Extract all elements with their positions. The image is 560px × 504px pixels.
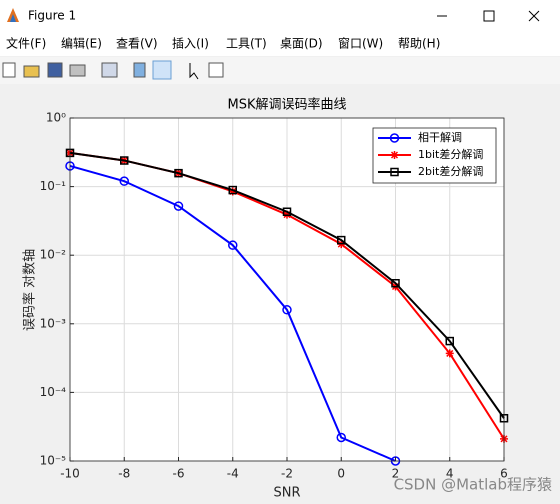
- series-line: [69, 151, 505, 419]
- marker: [390, 167, 399, 177]
- title-bar: [0, 0, 560, 32]
- x-tick-label: 6: [500, 467, 508, 481]
- y-tick-label: 10⁻³: [40, 316, 67, 330]
- y-axis-label: 误码率 对数轴: [22, 249, 38, 331]
- x-tick-label: -4: [227, 467, 239, 481]
- print-icon[interactable]: [69, 64, 86, 77]
- y-tick-label: 10⁻⁵: [40, 454, 67, 468]
- marker: [228, 187, 237, 196]
- toolbar-icons: [2, 60, 224, 80]
- marker: [389, 133, 400, 143]
- x-tick-label: -10: [60, 467, 80, 481]
- watermark: CSDN @Matlab程序猿: [394, 476, 552, 494]
- x-tick-label: -2: [281, 467, 293, 481]
- menu-item[interactable]: 帮助(H): [398, 37, 440, 51]
- x-tick-label: -8: [118, 467, 130, 481]
- legend: 相干解调 1bit差分解调 2bit差分解调: [372, 127, 497, 184]
- marker: [119, 176, 129, 186]
- marker: [337, 235, 346, 245]
- marker: [336, 432, 346, 443]
- menu-item[interactable]: 窗口(W): [338, 37, 383, 51]
- y-tick-label: 10⁻¹: [40, 179, 67, 193]
- y-tick-label: 10⁰: [46, 111, 66, 125]
- menu-item[interactable]: 插入(I): [172, 37, 209, 51]
- chart-title: MSK解调误码率曲线: [228, 97, 347, 113]
- x-tick-label: 4: [446, 467, 454, 481]
- ticks: -10 -8 -6 -4 -2 0 2 4 6 10⁻⁵ 10⁻⁴ 10⁻³ 10⁻² 10⁻¹ 10⁰: [40, 111, 508, 481]
- marker: [173, 201, 184, 211]
- link-icon[interactable]: [101, 62, 118, 78]
- save-icon[interactable]: [47, 62, 63, 78]
- marker: [390, 151, 399, 159]
- menu-items: 文件(F) 编辑(E) 查看(V) 插入(I) 工具(T) 桌面(D) 窗口(W) 帮助(H): [6, 36, 440, 51]
- menu-item[interactable]: 工具(T): [226, 37, 267, 51]
- legend-label: 相干解调: [418, 130, 462, 144]
- legend-icon[interactable]: [152, 60, 172, 80]
- x-axis-label: SNR: [273, 486, 300, 501]
- menu-item[interactable]: 查看(V): [116, 37, 158, 51]
- marker: [228, 185, 237, 195]
- menu-item[interactable]: 桌面(D): [280, 37, 323, 51]
- window-title: Figure 1: [28, 9, 76, 23]
- marker: [174, 168, 183, 178]
- x-tick-label: -6: [173, 467, 185, 481]
- property-icon[interactable]: [208, 62, 224, 78]
- maximize-button[interactable]: [483, 10, 495, 22]
- toolbar: [0, 57, 560, 84]
- marker: [391, 279, 400, 288]
- plot: [65, 148, 509, 466]
- pointer-icon[interactable]: [189, 63, 199, 80]
- new-icon[interactable]: [2, 62, 16, 78]
- x-tick-label: 0: [337, 467, 345, 481]
- marker: [445, 349, 454, 358]
- y-tick-label: 10⁻⁴: [40, 385, 67, 399]
- marker: [282, 305, 292, 315]
- y-tick-label: 10⁻²: [40, 248, 67, 262]
- legend-label: 2bit差分解调: [418, 164, 483, 178]
- menu-bar: [0, 32, 560, 56]
- marker: [445, 336, 454, 346]
- close-button[interactable]: [528, 10, 540, 22]
- open-icon[interactable]: [23, 65, 40, 78]
- x-tick-label: 2: [392, 467, 400, 481]
- marker: [282, 207, 292, 216]
- menu-item[interactable]: 编辑(E): [61, 36, 102, 51]
- marker: [228, 240, 238, 250]
- app-icon: [7, 8, 19, 22]
- series-line: [69, 164, 396, 462]
- marker: [120, 156, 129, 165]
- legend-label: 1bit差分解调: [418, 147, 483, 161]
- colorbar-icon[interactable]: [133, 62, 146, 78]
- menu-item[interactable]: 文件(F): [6, 36, 46, 51]
